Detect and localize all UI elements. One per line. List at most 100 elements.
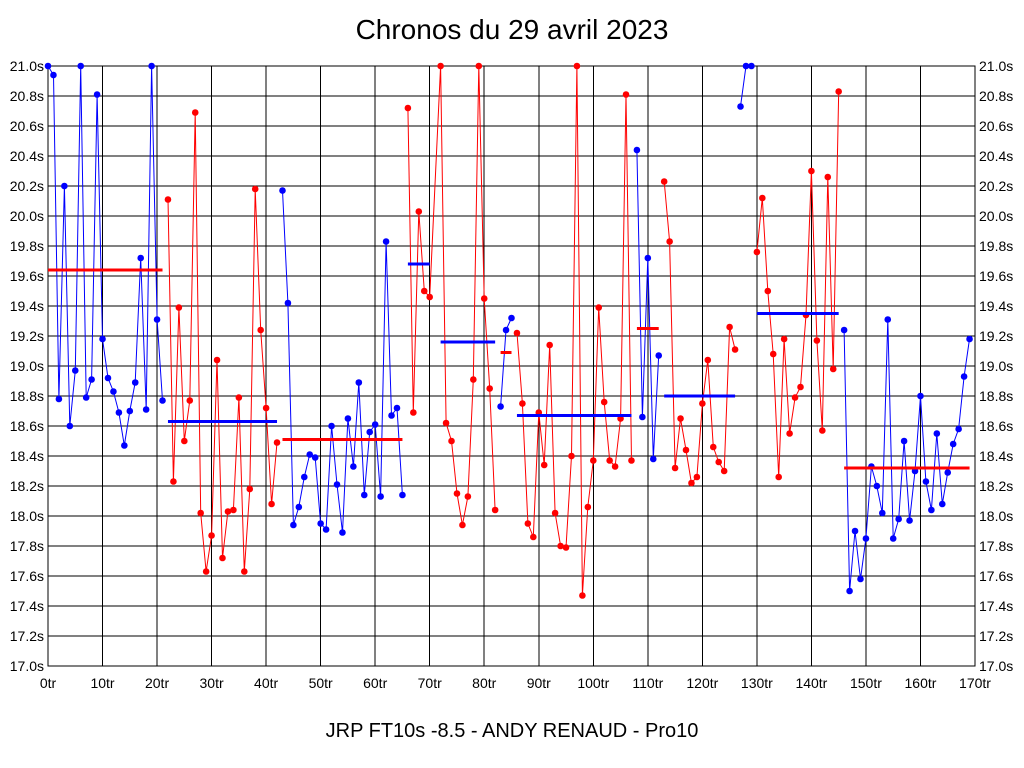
series-line [407, 65, 496, 526]
data-point [71, 367, 79, 374]
data-point [153, 316, 161, 323]
data-point [895, 515, 902, 523]
y-tick-label-left: 17.2s [10, 628, 44, 644]
y-tick-label-right: 20.4s [979, 148, 1013, 164]
x-tick-label: 30tr [200, 675, 224, 691]
y-tick-label-left: 19.0s [10, 358, 44, 374]
x-tick-label: 170tr [959, 675, 991, 691]
y-tick-label-left: 17.8s [10, 538, 44, 554]
data-point [764, 287, 772, 295]
data-point [748, 62, 755, 70]
data-point [491, 506, 499, 514]
data-point [377, 493, 384, 500]
data-point [148, 62, 155, 70]
data-point [175, 304, 183, 311]
y-tick-label-left: 21.0s [10, 58, 44, 74]
data-point [671, 464, 679, 472]
data-point [524, 520, 532, 527]
data-point [769, 350, 777, 358]
data-point [660, 178, 668, 185]
plot-frame [47, 65, 976, 667]
series-line [167, 112, 278, 572]
data-point [819, 427, 826, 434]
data-point [317, 520, 324, 527]
data-point [879, 509, 886, 517]
data-point [611, 463, 619, 470]
y-tick-label-right: 18.4s [979, 448, 1013, 464]
data-point [519, 400, 526, 407]
data-point [628, 457, 635, 464]
data-point [884, 316, 892, 323]
data-point [284, 299, 292, 307]
data-point [808, 167, 815, 175]
data-point [251, 185, 259, 193]
data-point [415, 208, 423, 215]
data-point [61, 182, 68, 190]
data-point [448, 437, 455, 445]
data-point [480, 295, 488, 302]
y-tick-label-left: 19.8s [10, 238, 44, 254]
data-point [649, 455, 657, 463]
data-point [186, 397, 194, 404]
data-point [851, 527, 859, 535]
data-point [55, 395, 63, 403]
data-point [371, 421, 379, 428]
data-point [350, 463, 357, 470]
data-point [268, 500, 275, 508]
data-point [835, 88, 842, 95]
y-tick-label-right: 20.2s [979, 178, 1013, 194]
data-point [410, 409, 417, 416]
y-tick-label-left: 18.0s [10, 508, 44, 524]
data-point [557, 542, 564, 550]
data-point [300, 473, 308, 481]
data-point [202, 568, 210, 575]
data-point [955, 425, 962, 433]
y-tick-label-right: 18.6s [979, 418, 1013, 434]
data-point [420, 287, 428, 295]
data-point [360, 491, 368, 499]
x-tick-label: 80tr [472, 675, 496, 691]
data-point [622, 91, 630, 98]
data-point [241, 568, 248, 575]
data-point [906, 517, 913, 524]
data-point [589, 457, 597, 464]
data-point [780, 335, 788, 343]
y-tick-label-left: 17.4s [10, 598, 44, 614]
data-point [44, 62, 52, 70]
data-point [606, 457, 613, 464]
data-point [928, 506, 935, 514]
data-point [464, 493, 472, 500]
y-tick-label-right: 17.6s [979, 568, 1013, 584]
data-point [355, 379, 363, 386]
data-point [115, 409, 123, 416]
x-tick-label: 0tr [40, 675, 57, 691]
data-point [584, 503, 592, 511]
data-point [442, 419, 450, 427]
data-point [219, 554, 226, 562]
data-point [142, 406, 150, 413]
data-point [306, 451, 314, 458]
data-point [579, 592, 586, 599]
data-point [137, 254, 144, 262]
data-point [208, 532, 215, 539]
data-point [753, 248, 761, 256]
data-point [813, 337, 821, 344]
data-point [224, 508, 232, 515]
y-tick-label-left: 18.6s [10, 418, 44, 434]
data-point [600, 398, 608, 406]
data-point [513, 329, 521, 337]
x-tick-label: 20tr [145, 675, 169, 691]
x-tick-label: 60tr [363, 675, 387, 691]
data-point [742, 62, 750, 70]
data-point [737, 103, 744, 110]
data-point [453, 490, 461, 497]
data-point [655, 352, 663, 359]
data-point [709, 443, 717, 451]
y-tick-label-right: 20.6s [979, 118, 1013, 134]
data-point [595, 304, 603, 311]
data-point [257, 326, 264, 334]
data-point [181, 437, 188, 445]
data-point [933, 430, 941, 437]
x-tick-label: 90tr [527, 675, 551, 691]
